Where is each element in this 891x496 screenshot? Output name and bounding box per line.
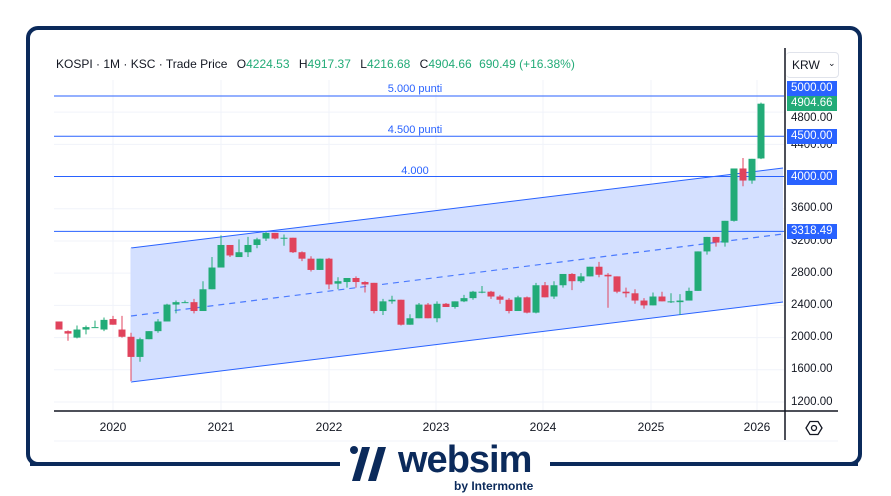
currency-label: KRW [792,58,820,72]
currency-selector[interactable]: KRW ⌄ [786,52,839,78]
x-label-2025: 2025 [637,420,665,434]
x-label-2023: 2023 [422,420,450,434]
settings-icon[interactable] [805,419,823,437]
x-label-2020: 2020 [99,420,127,434]
low-value: 4216.68 [366,57,411,71]
tick-1600: 1600.00 [791,363,833,375]
tick-1200: 1200.00 [791,396,833,408]
annotation-5000: 5.000 punti [387,83,443,95]
price-type: Trade Price [165,57,228,71]
symbol[interactable]: KOSPI [56,57,93,71]
websim-logo: websim by Intermonte [340,439,550,493]
chart-legend: KOSPI · 1M · KSC · Trade Price O4224.53 … [56,57,575,71]
low-label: L [360,57,367,71]
tick-4800: 4800.00 [791,112,833,124]
close-value: 4904.66 [428,57,472,71]
annotation-4500: 4.500 punti [387,124,443,136]
high-value: 4917.37 [307,57,351,71]
tick-2000: 2000.00 [791,331,833,343]
brand-sub: by Intermonte [454,479,534,493]
brand-name: websim [398,439,532,481]
x-label-2024: 2024 [529,420,557,434]
price-label-3318: 3318.49 [787,224,837,239]
chevron-down-icon: ⌄ [828,58,836,68]
x-label-2022: 2022 [315,420,343,434]
x-label-2021: 2021 [207,420,235,434]
annotation-4000: 4.000 [401,165,429,177]
tick-2400: 2400.00 [791,299,833,311]
price-label-4500: 4500.00 [787,129,837,144]
high-label: H [298,57,308,71]
exchange: KSC [130,57,156,71]
last-price-label: 4904.66 [787,96,837,111]
interval[interactable]: 1M [103,57,121,71]
x-label-2026: 2026 [743,420,771,434]
change-value: 690.49 (+16.38%) [479,57,575,71]
tick-3600: 3600.00 [791,202,833,214]
open-label: O [236,57,247,71]
tick-2800: 2800.00 [791,267,833,279]
price-label-4000: 4000.00 [787,170,837,185]
websim-mark-icon [350,446,386,481]
close-label: C [419,57,429,71]
price-label-5000: 5000.00 [787,81,837,96]
open-value: 4224.53 [246,57,290,71]
